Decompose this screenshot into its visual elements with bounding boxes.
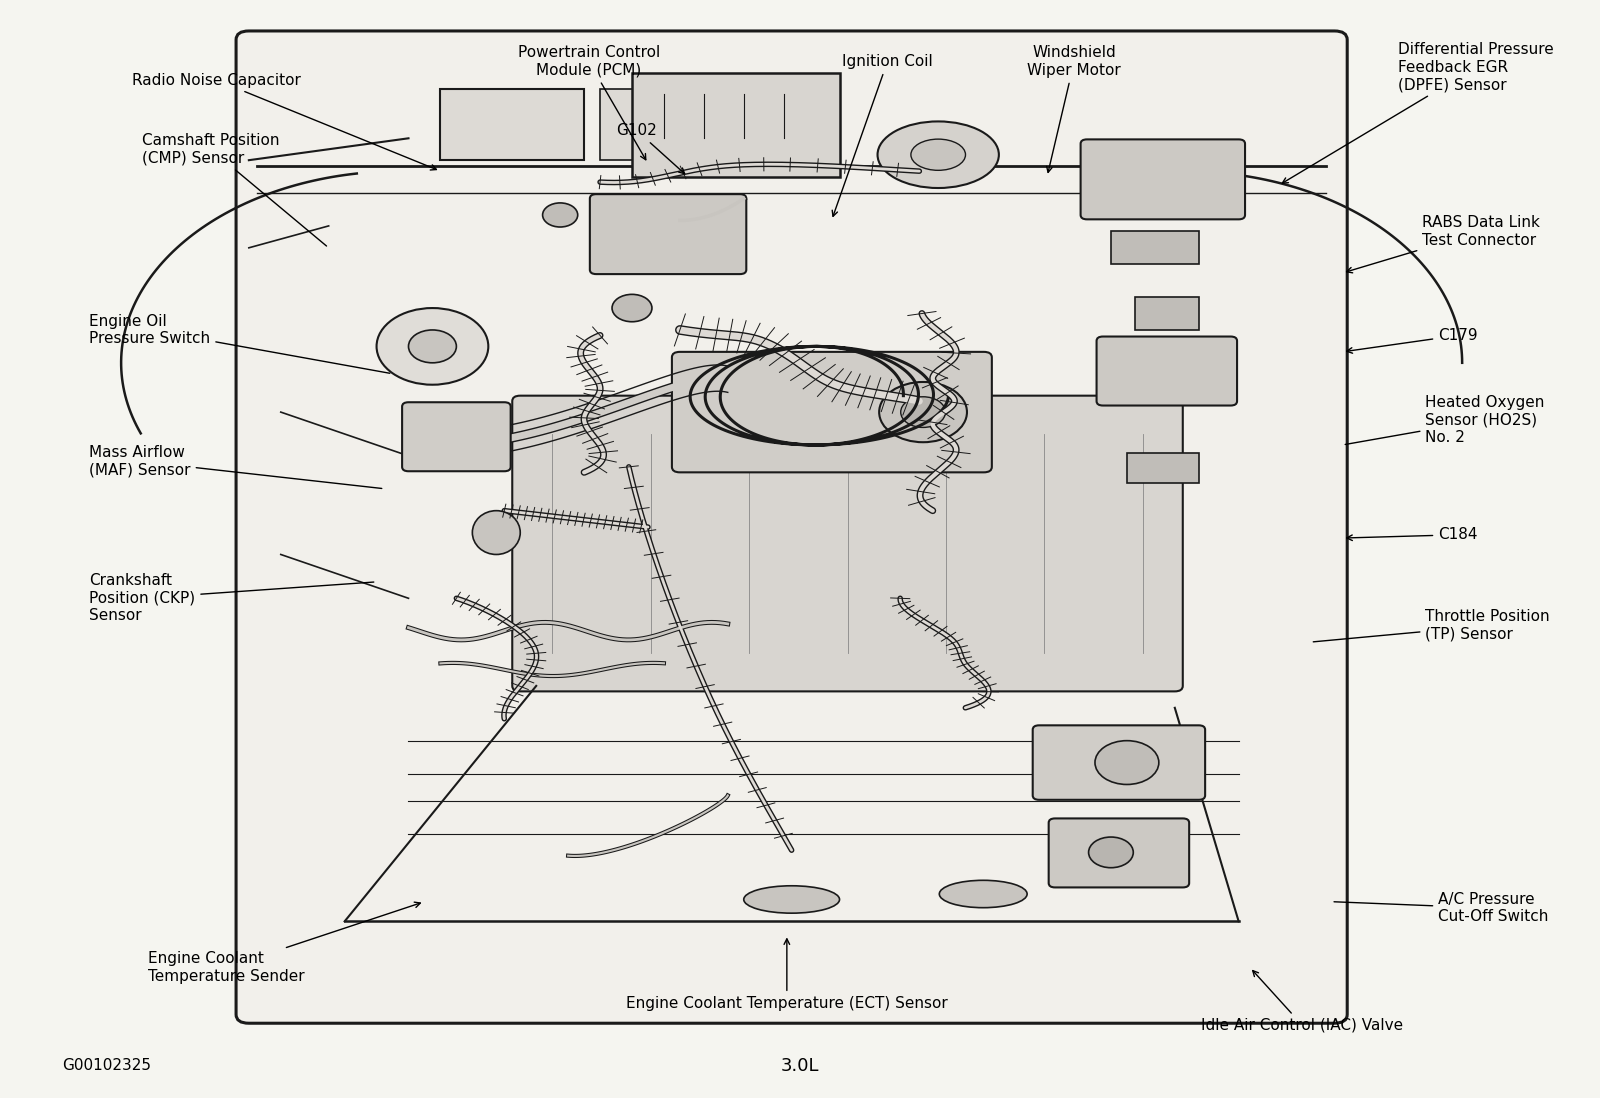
Text: Engine Coolant
Temperature Sender: Engine Coolant Temperature Sender (149, 903, 421, 984)
Ellipse shape (613, 294, 651, 322)
Bar (1126, 452, 1198, 483)
FancyBboxPatch shape (1032, 726, 1205, 799)
Ellipse shape (939, 881, 1027, 908)
Bar (1110, 232, 1198, 265)
Bar (632, 72, 840, 177)
Text: C184: C184 (1347, 527, 1478, 542)
FancyBboxPatch shape (512, 395, 1182, 692)
Text: Camshaft Position
(CMP) Sensor: Camshaft Position (CMP) Sensor (142, 133, 326, 246)
Text: Crankshaft
Position (CKP)
Sensor: Crankshaft Position (CKP) Sensor (90, 573, 374, 624)
Bar (1134, 298, 1198, 330)
Ellipse shape (472, 511, 520, 554)
Text: 3.0L: 3.0L (781, 1057, 819, 1075)
Ellipse shape (1094, 741, 1158, 784)
Text: Engine Coolant Temperature (ECT) Sensor: Engine Coolant Temperature (ECT) Sensor (626, 939, 947, 1011)
Text: Throttle Position
(TP) Sensor: Throttle Position (TP) Sensor (1314, 609, 1550, 642)
Text: Heated Oxygen
Sensor (HO2S)
No. 2: Heated Oxygen Sensor (HO2S) No. 2 (1346, 395, 1546, 445)
Text: Engine Oil
Pressure Switch: Engine Oil Pressure Switch (90, 314, 390, 373)
FancyBboxPatch shape (590, 194, 746, 274)
Ellipse shape (376, 309, 488, 384)
Ellipse shape (878, 382, 966, 442)
Text: C179: C179 (1347, 328, 1478, 354)
Ellipse shape (542, 203, 578, 227)
FancyBboxPatch shape (402, 402, 510, 471)
FancyBboxPatch shape (1096, 336, 1237, 405)
Text: Windshield
Wiper Motor: Windshield Wiper Motor (1027, 45, 1122, 172)
Text: Ignition Coil: Ignition Coil (832, 54, 933, 216)
Text: Radio Noise Capacitor: Radio Noise Capacitor (133, 72, 437, 170)
Ellipse shape (1088, 837, 1133, 867)
Text: A/C Pressure
Cut-Off Switch: A/C Pressure Cut-Off Switch (1334, 892, 1549, 925)
Ellipse shape (910, 139, 965, 170)
FancyBboxPatch shape (672, 351, 992, 472)
Text: Mass Airflow
(MAF) Sensor: Mass Airflow (MAF) Sensor (90, 445, 382, 489)
FancyBboxPatch shape (1080, 139, 1245, 220)
Text: Powertrain Control
Module (PCM): Powertrain Control Module (PCM) (518, 45, 661, 159)
Ellipse shape (744, 886, 840, 914)
Bar (440, 89, 584, 160)
Bar (600, 89, 672, 160)
Text: Differential Pressure
Feedback EGR
(DPFE) Sensor: Differential Pressure Feedback EGR (DPFE… (1282, 42, 1554, 183)
FancyBboxPatch shape (1048, 818, 1189, 887)
Ellipse shape (877, 122, 998, 188)
Ellipse shape (408, 330, 456, 362)
Text: Idle Air Control (IAC) Valve: Idle Air Control (IAC) Valve (1202, 971, 1403, 1033)
FancyBboxPatch shape (237, 31, 1347, 1023)
Text: RABS Data Link
Test Connector: RABS Data Link Test Connector (1347, 215, 1541, 272)
Ellipse shape (901, 396, 946, 427)
Text: G102: G102 (616, 123, 685, 173)
Text: G00102325: G00102325 (62, 1058, 150, 1074)
